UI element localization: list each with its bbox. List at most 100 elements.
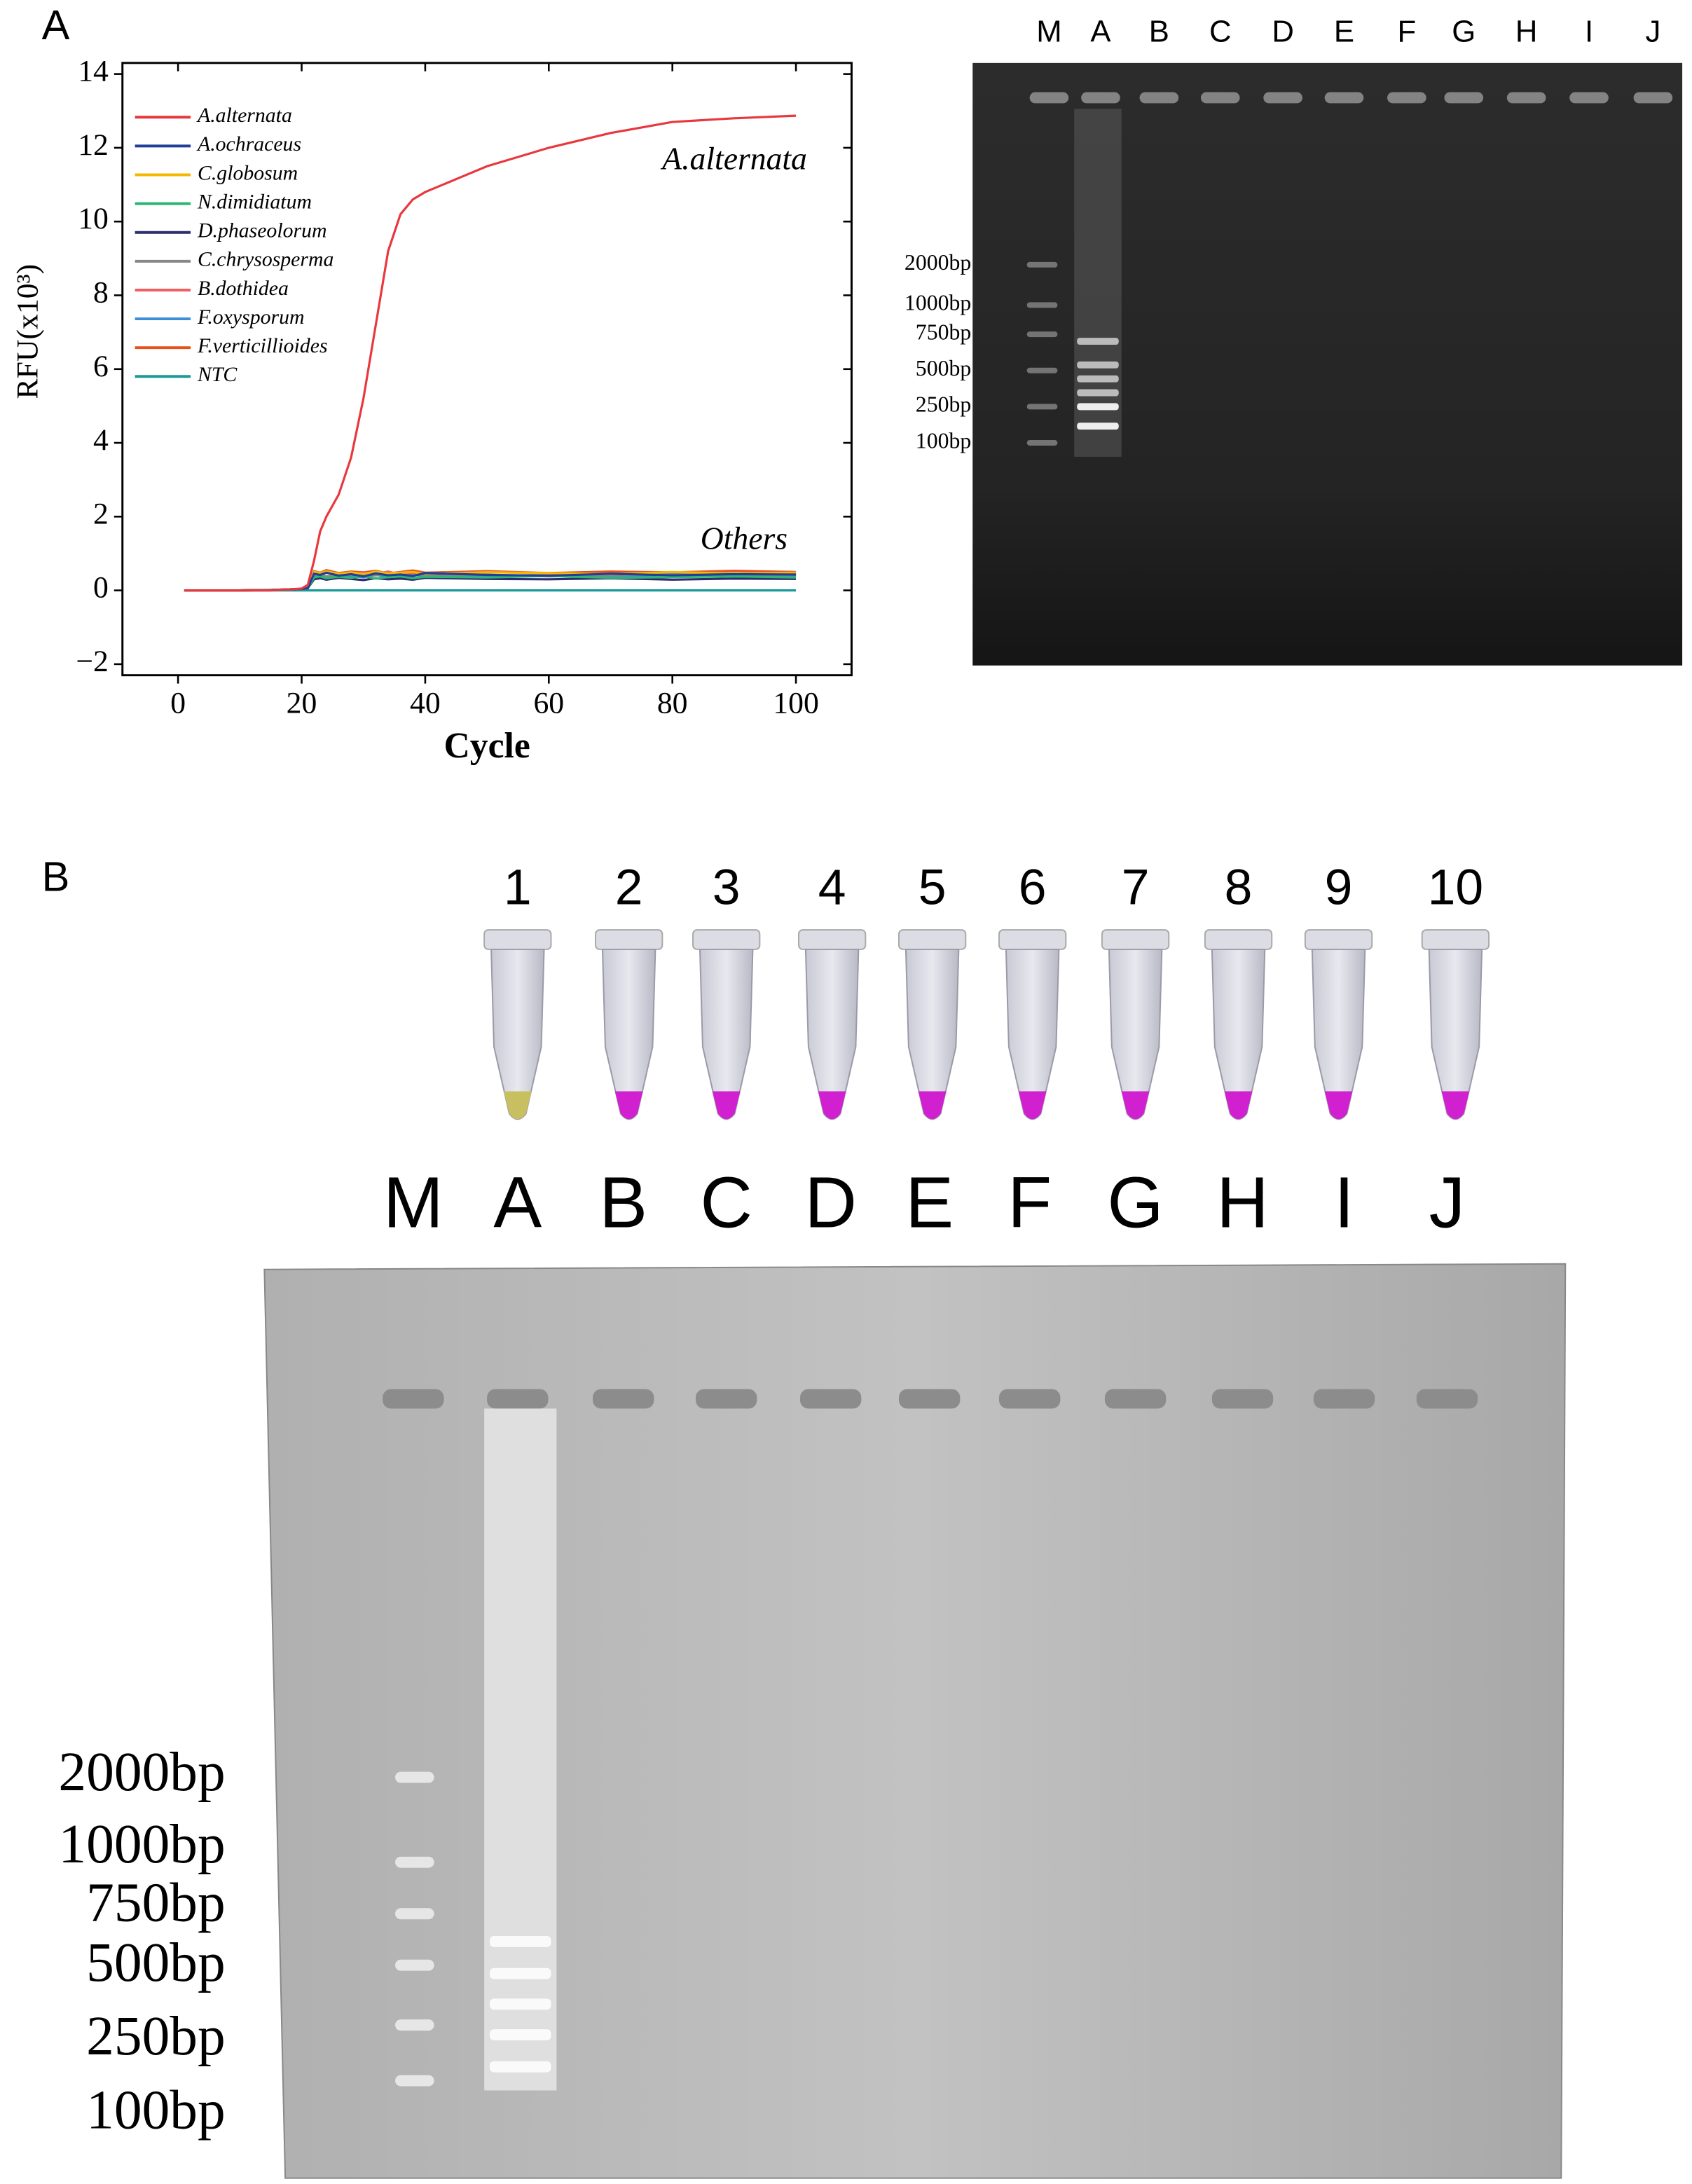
x-tick-label: 100 xyxy=(773,686,819,720)
lane-label: H xyxy=(1515,15,1538,49)
x-tick-label: 0 xyxy=(170,686,186,720)
ladder-band xyxy=(395,1959,434,1971)
ladder-label: 1000bp xyxy=(905,291,971,315)
series-line xyxy=(184,114,797,592)
tube-label: 10 xyxy=(1428,859,1484,915)
smear xyxy=(1074,109,1122,457)
ladder-label: 2000bp xyxy=(58,1741,225,1803)
lane-label: E xyxy=(1334,15,1354,49)
ladder-label: 100bp xyxy=(86,2079,226,2141)
tube-label: 7 xyxy=(1122,859,1150,915)
ladder-band xyxy=(1026,261,1058,268)
tube-label: 6 xyxy=(1019,859,1047,915)
legend-label: F.verticillioides xyxy=(197,334,328,357)
lane-label: J xyxy=(1429,1162,1466,1243)
lane-label: H xyxy=(1216,1162,1269,1243)
gel-well xyxy=(1029,92,1069,104)
gel-well xyxy=(1081,92,1120,104)
lane-label: D xyxy=(804,1162,857,1243)
legend-label: A.ochraceus xyxy=(196,132,301,156)
y-tick-label: −2 xyxy=(76,645,108,678)
lane-label: M xyxy=(1036,15,1061,49)
dna-band xyxy=(1077,389,1119,397)
gel-well xyxy=(1416,1389,1478,1409)
ladder-label: 500bp xyxy=(916,356,971,380)
legend-label: D.phaseolorum xyxy=(197,219,326,242)
ladder-label: 1000bp xyxy=(58,1813,225,1875)
legend-label: C.globosum xyxy=(198,161,298,184)
lane-label: G xyxy=(1452,15,1476,49)
tube-label: 3 xyxy=(713,859,741,915)
ladder-label: 500bp xyxy=(86,1932,226,1993)
tube-tip xyxy=(1324,1091,1353,1120)
y-tick-label: 4 xyxy=(93,423,109,457)
ladder-band xyxy=(395,2019,434,2031)
y-tick-label: 8 xyxy=(93,276,109,310)
gel-image xyxy=(263,1263,1567,2179)
tube-label: 4 xyxy=(818,859,846,915)
ladder-band xyxy=(1026,440,1058,446)
series-line xyxy=(184,571,797,592)
tube-label: 5 xyxy=(919,859,947,915)
x-tick-label: 20 xyxy=(287,686,317,720)
tube-label: 8 xyxy=(1225,859,1253,915)
dna-band xyxy=(1077,423,1119,430)
y-tick-label: 2 xyxy=(93,497,109,530)
dna-band xyxy=(1077,403,1119,411)
dna-band xyxy=(490,1936,551,1947)
tube-cap xyxy=(595,929,663,950)
gel-well xyxy=(998,1389,1061,1409)
gel-well xyxy=(696,1389,757,1409)
ladder-label: 250bp xyxy=(86,2005,226,2067)
dna-band xyxy=(1077,361,1119,369)
dna-band xyxy=(490,2029,551,2040)
y-tick-label: 14 xyxy=(78,55,109,88)
annotation: Others xyxy=(701,521,787,556)
gel-well xyxy=(487,1389,549,1409)
tube-label: 1 xyxy=(504,859,532,915)
gel-well xyxy=(1444,92,1484,104)
lane-label: F xyxy=(1007,1162,1052,1243)
dna-band xyxy=(490,1967,551,1979)
y-axis-label: RFU(x10³) xyxy=(11,264,45,399)
tube-cap xyxy=(692,929,761,950)
lane-label: B xyxy=(1149,15,1169,49)
y-tick-label: 10 xyxy=(78,202,109,235)
x-tick-label: 80 xyxy=(657,686,688,720)
ladder-band xyxy=(395,1771,434,1783)
ladder-band xyxy=(395,1856,434,1868)
y-tick-label: 12 xyxy=(78,128,109,162)
gel-well xyxy=(1139,92,1179,104)
lane-label: C xyxy=(1209,15,1232,49)
tube-tip xyxy=(818,1091,846,1120)
smear xyxy=(484,1408,557,2091)
tube-label: 9 xyxy=(1325,859,1353,915)
panel-label: B xyxy=(42,853,70,900)
gel-well xyxy=(593,1389,654,1409)
tube-label: 2 xyxy=(615,859,643,915)
panel-label: A xyxy=(42,1,70,48)
lane-label: D xyxy=(1272,15,1294,49)
annotation: A.alternata xyxy=(660,140,807,176)
tube-cap xyxy=(483,929,552,950)
dna-band xyxy=(1077,338,1119,345)
gel-well xyxy=(1569,92,1609,104)
ladder-band xyxy=(1026,302,1058,308)
gel-well xyxy=(1506,92,1546,104)
tube-cap xyxy=(797,929,867,950)
tube-cap xyxy=(998,929,1067,950)
legend-label: N.dimidiatum xyxy=(197,190,312,213)
gel-well xyxy=(1313,1389,1375,1409)
lane-label: G xyxy=(1107,1162,1163,1243)
ladder-band xyxy=(1026,367,1058,373)
tube-tip xyxy=(1018,1091,1047,1120)
ladder-band xyxy=(395,2075,434,2087)
tube-tip xyxy=(1441,1091,1470,1120)
gel-well xyxy=(1387,92,1426,104)
x-axis-label: Cycle xyxy=(443,726,530,766)
legend-label: F.oxysporum xyxy=(197,305,304,329)
lane-label: A xyxy=(493,1162,542,1243)
ladder-band xyxy=(1026,404,1058,410)
